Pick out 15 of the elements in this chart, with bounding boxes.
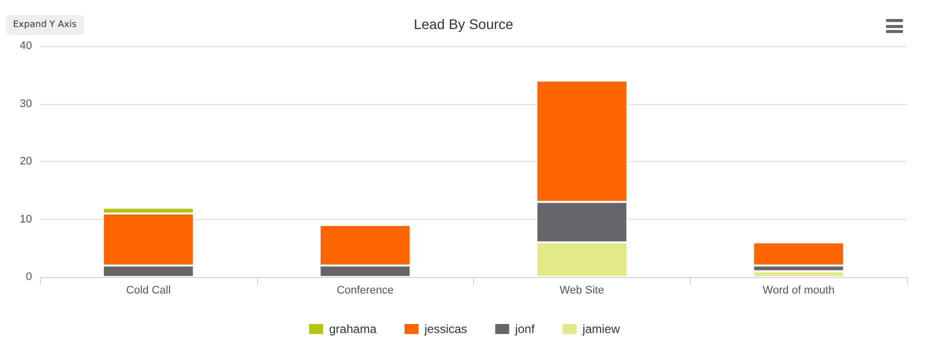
y-tick-label: 30: [20, 98, 32, 110]
y-tick-label: 40: [20, 40, 32, 52]
y-tick-label: 10: [20, 213, 32, 226]
text: Expand Y Axis: [6, 15, 84, 35]
y-tick-label: 0: [26, 271, 32, 283]
legend-label: jessicas: [423, 322, 468, 336]
y-tick-label: 20: [20, 156, 32, 168]
legend-label: jamiew: [582, 322, 620, 336]
x-tick-label: Cold Call: [126, 284, 171, 296]
chart-title: Lead By Source: [414, 16, 514, 32]
x-tick-label: Word of mouth: [762, 284, 835, 296]
x-tick-label: Conference: [336, 284, 394, 296]
legend-label: jonf: [514, 322, 536, 336]
x-tick-label: Web Site: [560, 284, 604, 296]
legend-label: grahama: [329, 322, 377, 336]
